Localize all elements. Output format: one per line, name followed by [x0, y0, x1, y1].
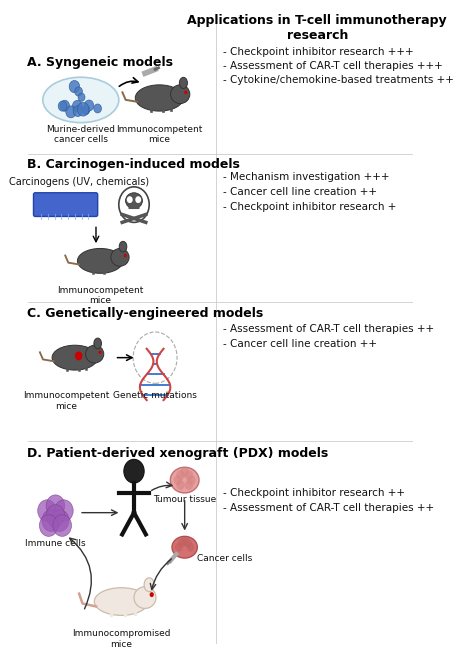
Circle shape — [175, 543, 182, 552]
FancyBboxPatch shape — [128, 203, 139, 209]
Circle shape — [150, 592, 154, 597]
Circle shape — [50, 510, 69, 531]
Text: Tumour tissue: Tumour tissue — [153, 495, 216, 504]
Ellipse shape — [111, 248, 129, 266]
Circle shape — [53, 515, 72, 537]
Ellipse shape — [52, 345, 98, 370]
Circle shape — [127, 196, 133, 203]
Circle shape — [46, 505, 65, 527]
Circle shape — [42, 510, 61, 531]
Circle shape — [99, 350, 101, 354]
Ellipse shape — [134, 587, 156, 609]
Text: Cancer cells: Cancer cells — [197, 554, 253, 563]
Circle shape — [135, 196, 141, 203]
Ellipse shape — [85, 345, 104, 363]
Circle shape — [69, 81, 80, 92]
Circle shape — [181, 537, 189, 546]
Circle shape — [82, 106, 90, 115]
Circle shape — [181, 467, 189, 477]
Ellipse shape — [179, 77, 187, 88]
Text: Carcinogens (UV, chemicals): Carcinogens (UV, chemicals) — [9, 177, 149, 187]
Circle shape — [84, 100, 94, 111]
Ellipse shape — [144, 578, 154, 591]
Circle shape — [173, 475, 182, 485]
Circle shape — [124, 459, 144, 483]
Circle shape — [66, 106, 76, 118]
FancyBboxPatch shape — [34, 193, 98, 216]
Text: B. Carcinogen-induced models: B. Carcinogen-induced models — [27, 158, 240, 171]
Circle shape — [184, 90, 187, 94]
Circle shape — [78, 93, 85, 101]
Circle shape — [60, 100, 70, 112]
Circle shape — [185, 470, 193, 480]
Ellipse shape — [172, 537, 197, 558]
Text: - Checkpoint inhibitor research +++
- Assessment of CAR-T cell therapies +++
- C: - Checkpoint inhibitor research +++ - As… — [223, 47, 454, 84]
Circle shape — [55, 500, 73, 521]
Text: Immunocompetent
mice: Immunocompetent mice — [57, 286, 144, 305]
Circle shape — [176, 470, 185, 480]
Circle shape — [185, 480, 193, 490]
Ellipse shape — [43, 77, 119, 123]
Circle shape — [73, 106, 82, 117]
Circle shape — [75, 351, 82, 360]
Text: - Mechanism investigation +++
- Cancer cell line creation ++
- Checkpoint inhibi: - Mechanism investigation +++ - Cancer c… — [223, 172, 396, 212]
Text: C. Genetically-engineered models: C. Genetically-engineered models — [27, 308, 263, 320]
Text: Immunocompetent
mice: Immunocompetent mice — [23, 391, 109, 411]
Text: Immunocompetent
mice: Immunocompetent mice — [116, 125, 202, 144]
Ellipse shape — [94, 338, 101, 348]
Circle shape — [39, 515, 58, 537]
Text: Murine-derived
cancer cells: Murine-derived cancer cells — [46, 125, 115, 144]
Ellipse shape — [135, 85, 183, 111]
Circle shape — [176, 480, 185, 490]
Circle shape — [82, 106, 90, 114]
Circle shape — [58, 101, 67, 111]
Text: D. Patient-derived xenograft (PDX) models: D. Patient-derived xenograft (PDX) model… — [27, 447, 328, 459]
Circle shape — [184, 539, 192, 548]
Circle shape — [187, 475, 196, 485]
Text: Immunocompromised
mice: Immunocompromised mice — [72, 629, 171, 649]
Circle shape — [124, 254, 127, 257]
Ellipse shape — [170, 467, 199, 493]
Ellipse shape — [94, 587, 148, 615]
Circle shape — [94, 104, 101, 113]
Text: Immune cells: Immune cells — [25, 539, 86, 548]
Circle shape — [73, 100, 82, 112]
Text: Genetic mutations: Genetic mutations — [113, 391, 197, 400]
Ellipse shape — [126, 193, 143, 209]
Text: A. Syngeneic models: A. Syngeneic models — [27, 57, 173, 69]
Circle shape — [38, 500, 56, 521]
Circle shape — [46, 495, 65, 517]
Text: - Assessment of CAR-T cell therapies ++
- Cancer cell line creation ++: - Assessment of CAR-T cell therapies ++ … — [223, 324, 434, 349]
Ellipse shape — [171, 85, 190, 104]
Ellipse shape — [119, 242, 127, 252]
Circle shape — [177, 539, 185, 548]
Circle shape — [187, 543, 194, 552]
Text: - Checkpoint inhibitor research ++
- Assessment of CAR-T cell therapies ++: - Checkpoint inhibitor research ++ - Ass… — [223, 488, 434, 513]
Circle shape — [77, 102, 89, 116]
Circle shape — [75, 87, 82, 96]
Text: Applications in T-cell immunotherapy
research: Applications in T-cell immunotherapy res… — [187, 14, 447, 42]
Circle shape — [119, 187, 149, 222]
Ellipse shape — [77, 248, 123, 273]
